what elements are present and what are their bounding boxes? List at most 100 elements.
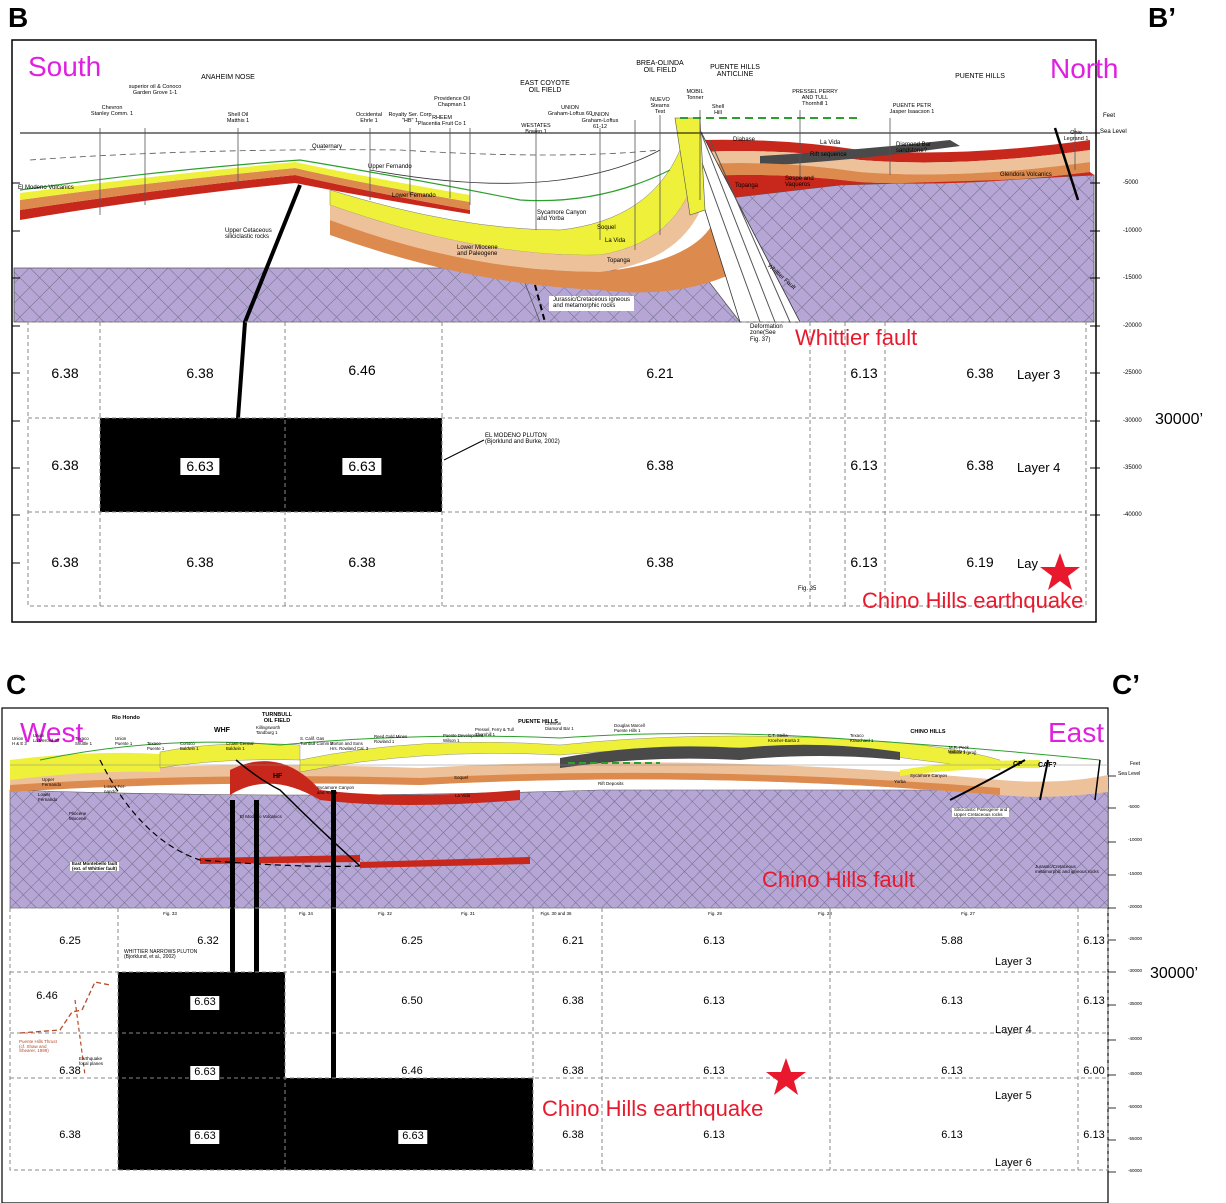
well-c-9-line: Morton and Sons — [330, 741, 363, 746]
unit-deformation-b: Deformation zone(See Fig. 37) — [750, 324, 783, 343]
well-c-0-line: Union — [12, 736, 24, 741]
well-b-9-line: UNION — [591, 112, 609, 118]
well-c-14-line: Douglas Marcell — [614, 723, 645, 728]
header-chino-hills-c: CHINO HILLS — [910, 729, 946, 735]
well-c-6-line: Crown Central — [226, 741, 254, 746]
layer-label-c-1: Layer 4 — [995, 1024, 1032, 1036]
unit-jurassic-b-line: Jurassic/Cretaceous igneous — [553, 297, 631, 303]
layer-label-c-3: Layer 6 — [995, 1157, 1032, 1169]
unit-pluton-c: WHITTIER NARROWS PLUTON (Bjorklund, et al… — [124, 949, 197, 961]
well-c-5-line: Baldwin 1 — [180, 745, 199, 751]
dashed-fault-b — [534, 284, 546, 323]
marker-30000-c: 30000’ — [1150, 965, 1199, 982]
unit-la-vida-north-b: La Vida — [820, 140, 841, 146]
unit-lower-miocene-b-line: Lower Miocene — [457, 245, 498, 251]
depth-tick-b-2: -15000 — [1123, 275, 1142, 281]
velocity-c-r3c6: 6.13 — [1083, 1129, 1105, 1141]
earthquake-star-c — [766, 1058, 806, 1095]
depth-tick-c-9: -50000 — [1128, 1104, 1143, 1109]
well-b-12: Shell Hill — [712, 104, 724, 117]
unit-yorba-c: Yorba — [894, 779, 906, 784]
unit-jurassic-b: Jurassic/Cretaceous igneous and metamorph… — [549, 296, 635, 311]
unit-pliocene-c-line: Miocene — [69, 815, 87, 821]
depth-tick-b-4: -25000 — [1123, 370, 1142, 376]
unit-sycamore-b: Sycamore Canyon and Yorba — [537, 210, 586, 223]
unit-jurassic-c-line: Jurassic/Cretaceous — [1035, 864, 1076, 869]
unit-pliocene-c: Pliocene Miocene — [69, 811, 87, 821]
annotation-earthquake-c: Chino Hills earthquake — [542, 1096, 764, 1121]
velocity-b-r0c0: 6.38 — [51, 365, 79, 381]
unit-pluton-b-line: EL MODENO PLUTON — [485, 433, 547, 439]
panel-b-label: B — [8, 2, 29, 33]
header-east-coyote: EAST COYOTE OIL FIELD — [520, 80, 570, 95]
header-turnbull-line: OIL FIELD — [263, 717, 291, 724]
direction-north: North — [1050, 53, 1119, 84]
well-c-18: M.R. Peck Wilcox 1 (proj) — [949, 745, 976, 755]
velocity-c-r0c4: 6.13 — [703, 935, 725, 947]
velocity-b-r0c1: 6.38 — [186, 365, 214, 381]
well-c-3-line: Union — [115, 736, 127, 741]
well-lines-b — [99, 110, 1076, 250]
unit-quaternary-b: Quaternary — [312, 144, 343, 150]
chino-hills-fault-c — [949, 759, 1026, 801]
unit-diamond-bar-b-line: sandstone? — [896, 148, 928, 155]
well-b-13-line: PRESSEL PERRY — [792, 89, 838, 95]
velocity-c-r3c5: 6.13 — [941, 1129, 963, 1141]
well-b-11-line: Tonner — [686, 94, 704, 101]
well-c-6-line: Baldwin 1 — [226, 745, 245, 751]
unit-sycamore-c-line: and Yorba — [317, 789, 338, 795]
diabase-layer-b — [700, 139, 1090, 163]
unit-upper-fernando-c-line: Fernando — [42, 781, 62, 787]
unit-rift-deposits-c: Rift Deposits — [598, 781, 624, 786]
glendora-volcanics-b — [706, 172, 1094, 200]
well-b-9: UNION Graham-Loftus 61-12 — [582, 112, 619, 130]
velocity-b-r0c2: 6.46 — [348, 362, 376, 378]
well-b-0-line: Stanley Comm. 1 — [90, 110, 134, 117]
unit-eq-focal-c-line: focal planes — [79, 1060, 104, 1066]
well-c-15-line: C.T. Stella — [768, 733, 788, 738]
well-b-15: Ohio Legrand 1 — [1064, 130, 1089, 143]
well-b-2: Shell Oil Matthis 1 — [227, 112, 249, 125]
well-b-1-line: superior oil & Conoco — [128, 84, 182, 90]
header-brea-olinda-line: BREA-OLINDA — [636, 60, 684, 67]
depth-tick-c-0: -5000 — [1128, 804, 1140, 809]
velocity-c-r0c3: 6.21 — [562, 935, 584, 947]
velocity-c-r2c2: 6.46 — [401, 1065, 423, 1077]
well-b-13-line: AND TULL — [801, 94, 829, 101]
orange-layer-b — [20, 168, 470, 210]
well-c-1-line: La Merced 30 — [33, 737, 60, 743]
fig-ref-c-2: Fig. 32 — [378, 911, 392, 916]
layer-label-b-0: Layer 3 — [1017, 367, 1061, 382]
depth-tick-b-6: -35000 — [1123, 465, 1142, 471]
well-c-9-line: Hrs. Rowland Cal. 3 — [330, 745, 369, 751]
unit-fig35-b: Fig. 35 — [798, 586, 817, 592]
well-b-14: PUENTE PETR Jasper Isaacson 1 — [889, 103, 935, 116]
velocity-b-r2c4: 6.13 — [850, 554, 878, 570]
unit-puente-thrust-c-line: Puente Hills Thrust — [19, 1039, 57, 1044]
unit-upper-fernando-c-line: Upper — [42, 777, 55, 782]
well-b-6: RHEEM Placentia Fruit Co 1 — [418, 115, 466, 128]
direction-south: South — [28, 51, 102, 82]
well-c-12: Pressel, Ferry & Tull Thornhill 1 — [475, 727, 514, 737]
well-c-5-line: Conoco — [180, 741, 195, 746]
depth-tick-c-3: -20000 — [1128, 904, 1143, 909]
unit-whf-c: WHF — [214, 727, 230, 734]
well-c-13-line: Chevron — [545, 721, 562, 726]
well-b-4-line: Royalty Ser. Corp — [388, 112, 432, 118]
well-b-14-line: Jasper Isaacson 1 — [889, 108, 935, 115]
soquel-layer-c — [299, 735, 1001, 773]
panel-b-frame — [11, 39, 1097, 623]
unit-lower-fernando2-c: Lower Fer-nando — [104, 784, 126, 794]
well-b-3-line: Occidental — [356, 112, 382, 118]
unit-upper-cretaceous-b-line: siliciclastic rocks — [225, 234, 270, 241]
velocity-c-r0c0: 6.25 — [59, 935, 81, 947]
depth-tick-c-7: -40000 — [1128, 1036, 1143, 1041]
header-puente-anticline-line: PUENTE HILLS — [710, 64, 760, 71]
depth-feet-b: Feet — [1103, 113, 1116, 119]
velocity-c-r2c3: 6.38 — [562, 1065, 584, 1077]
unit-deformation-b-line: Fig. 37) — [750, 336, 771, 343]
depth-tick-b-1: -10000 — [1123, 228, 1142, 234]
well-b-5-line: Providence Oil — [434, 96, 470, 102]
well-b-11: MOBIL Tonner — [686, 89, 704, 102]
